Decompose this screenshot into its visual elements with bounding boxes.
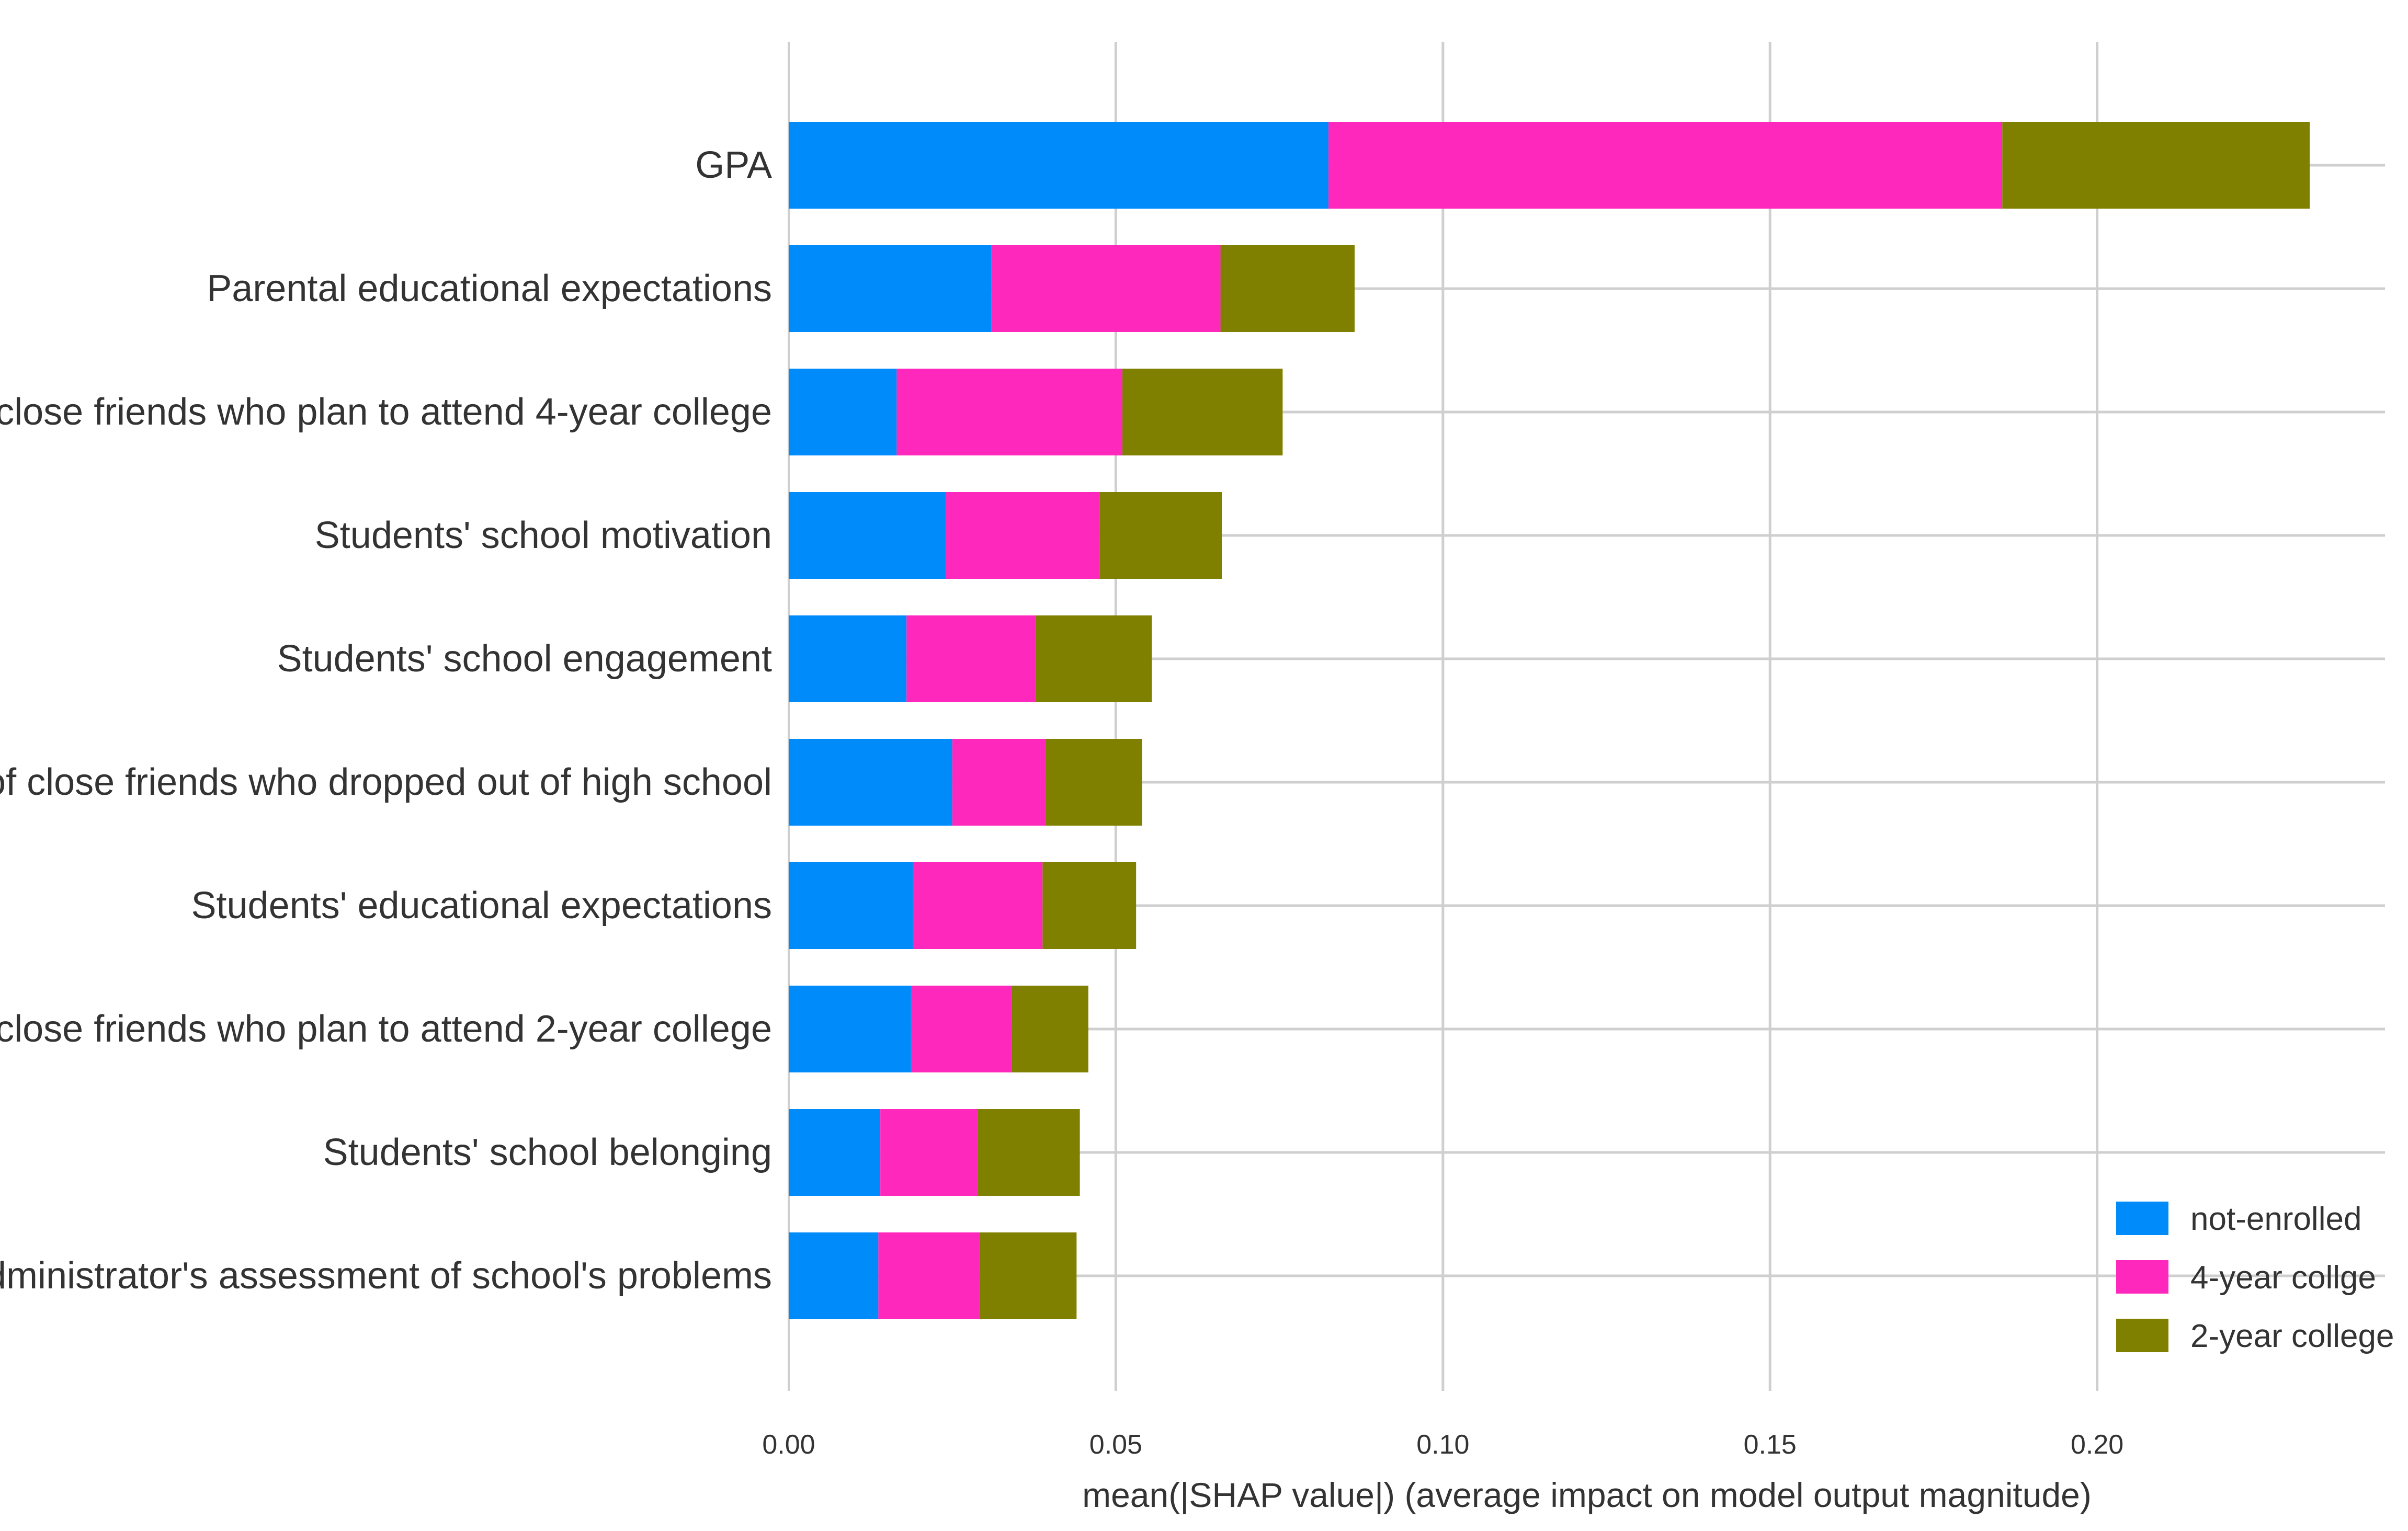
feature-label: Students' school belonging	[323, 1132, 772, 1173]
bar-segment-not-enrolled	[789, 245, 992, 332]
bar-segment-2-year-college	[1045, 739, 1142, 826]
legend-swatch	[2116, 1260, 2168, 1294]
x-tick-label: 0.00	[762, 1430, 815, 1460]
feature-label: Number of close friends who dropped out …	[0, 761, 772, 803]
bar-segment-2-year-college	[1036, 615, 1152, 702]
legend-label: 2-year college	[2190, 1318, 2394, 1354]
x-axis-ticks: 0.00 0.05 0.10 0.15 0.20	[762, 1430, 2123, 1460]
feature-label: Students' educational expectations	[191, 885, 772, 927]
feature-labels: GPA Parental educational expectations Numb…	[0, 144, 772, 1297]
bar-segment-4-year-collge	[991, 245, 1221, 332]
bar-segment-4-year-collge	[952, 739, 1046, 826]
bar-segment-4-year-collge	[913, 862, 1043, 949]
bar-segment-4-year-collge	[880, 1109, 978, 1196]
feature-label: Administrator's assessment of school's p…	[0, 1255, 772, 1297]
bar-segment-2-year-college	[1220, 245, 1355, 332]
legend-swatch	[2116, 1319, 2168, 1352]
x-tick-label: 0.20	[2071, 1430, 2123, 1460]
bar-segment-2-year-college	[2002, 122, 2310, 209]
feature-label: Number of close friends who plan to atte…	[0, 391, 772, 433]
bar-segment-4-year-collge	[911, 986, 1012, 1072]
bar-segment-not-enrolled	[789, 1232, 879, 1319]
bar-segment-not-enrolled	[789, 1109, 881, 1196]
feature-label: Number of close friends who plan to atte…	[0, 1008, 772, 1050]
legend-label: not-enrolled	[2190, 1201, 2361, 1237]
bar-segment-not-enrolled	[789, 739, 952, 826]
bar-segment-4-year-collge	[878, 1232, 980, 1319]
x-tick-label: 0.05	[1089, 1430, 1142, 1460]
x-axis-label: mean(|SHAP value|) (average impact on mo…	[1082, 1476, 2092, 1514]
legend-swatch	[2116, 1202, 2168, 1235]
bar-segment-not-enrolled	[789, 986, 911, 1072]
bar-segment-2-year-college	[977, 1109, 1080, 1196]
legend: not-enrolled 4-year collge 2-year college	[2116, 1201, 2394, 1354]
legend-label: 4-year collge	[2190, 1260, 2376, 1296]
bar-segment-2-year-college	[1042, 862, 1137, 949]
bar-segment-not-enrolled	[789, 122, 1328, 209]
bar-segment-2-year-college	[1099, 492, 1222, 579]
bar-segment-not-enrolled	[789, 369, 897, 455]
bar-segment-2-year-college	[980, 1232, 1077, 1319]
feature-label: Students' school motivation	[315, 515, 772, 556]
bar-segment-4-year-collge	[1328, 122, 2003, 209]
feature-label: Students' school engagement	[277, 638, 772, 680]
x-tick-label: 0.15	[1744, 1430, 1797, 1460]
bar-segment-4-year-collge	[896, 369, 1122, 455]
bars	[789, 122, 2310, 1319]
feature-label: GPA	[695, 144, 772, 186]
bar-segment-2-year-college	[1122, 369, 1283, 455]
feature-label: Parental educational expectations	[207, 268, 772, 310]
bar-segment-not-enrolled	[789, 862, 913, 949]
bar-segment-not-enrolled	[789, 492, 946, 579]
bar-segment-4-year-collge	[906, 615, 1036, 702]
bar-segment-not-enrolled	[789, 615, 907, 702]
bar-segment-4-year-collge	[946, 492, 1100, 579]
bar-segment-2-year-college	[1011, 986, 1088, 1072]
x-tick-label: 0.10	[1416, 1430, 1469, 1460]
